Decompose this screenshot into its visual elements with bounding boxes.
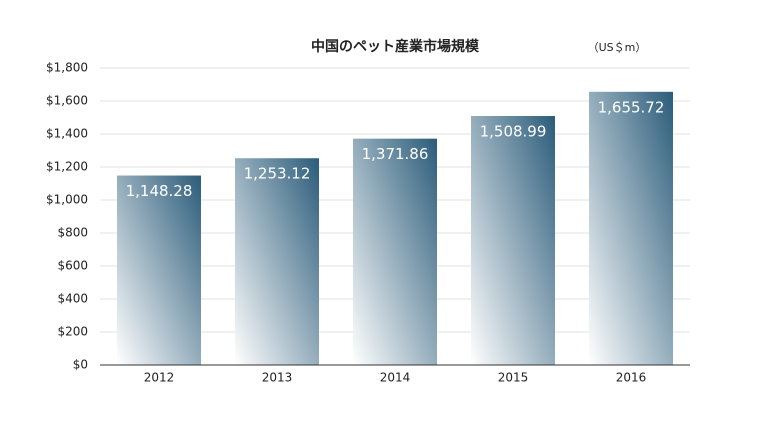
y-tick-label: $0 — [73, 358, 88, 372]
y-tick-label: $800 — [57, 226, 88, 240]
x-tick-label: 2015 — [498, 371, 529, 385]
bar — [235, 158, 319, 365]
y-tick-label: $600 — [57, 259, 88, 273]
y-tick-label: $200 — [57, 325, 88, 339]
value-label: 1,148.28 — [126, 182, 193, 200]
x-tick-label: 2016 — [616, 371, 647, 385]
chart-title: 中国のペット産業市場規模 — [311, 38, 480, 55]
unit-note: （US＄m） — [588, 40, 647, 54]
y-tick-label: $1,800 — [46, 61, 88, 75]
bar — [117, 175, 201, 365]
value-label: 1,508.99 — [480, 123, 547, 141]
y-tick-label: $1,400 — [46, 127, 88, 141]
y-tick-label: $1,600 — [46, 94, 88, 108]
bar — [471, 116, 555, 365]
bar — [589, 91, 673, 365]
y-tick-label: $1,200 — [46, 160, 88, 174]
value-label: 1,655.72 — [598, 98, 665, 116]
bar — [353, 138, 437, 365]
y-tick-label: $400 — [57, 292, 88, 306]
value-label: 1,371.86 — [362, 145, 429, 163]
x-tick-label: 2012 — [144, 371, 175, 385]
value-label: 1,253.12 — [244, 165, 311, 183]
y-tick-label: $1,000 — [46, 193, 88, 207]
x-tick-label: 2014 — [380, 371, 411, 385]
x-tick-label: 2013 — [262, 371, 293, 385]
